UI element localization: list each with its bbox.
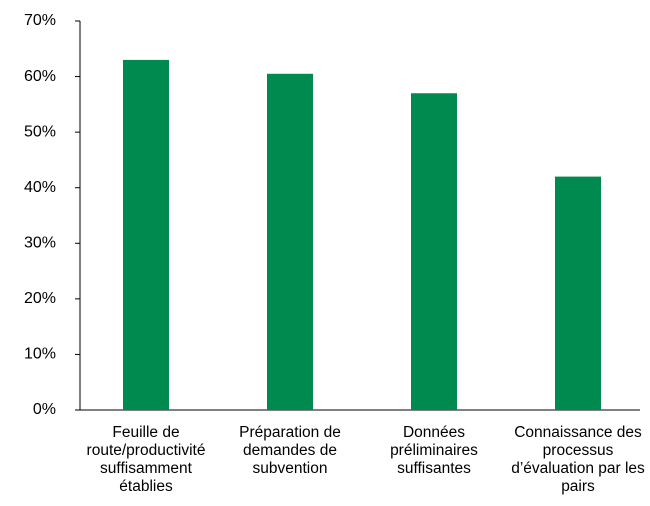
y-tick-label: 30% bbox=[24, 235, 56, 252]
x-tick-label: Connaissance des processus d’évaluation … bbox=[511, 424, 645, 495]
y-tick-label: 60% bbox=[24, 68, 56, 85]
bar bbox=[123, 59, 169, 411]
x-label-box: Connaissance des processus d’évaluation … bbox=[511, 424, 645, 495]
bar bbox=[555, 176, 601, 410]
x-label-box: Préparation de demandes de subvention bbox=[239, 424, 341, 477]
y-tick-label: 10% bbox=[24, 346, 56, 363]
x-label-box: Feuille de route/productivité suffisamme… bbox=[86, 424, 206, 495]
bar bbox=[267, 73, 313, 411]
bar bbox=[411, 93, 457, 410]
x-tick-label: Données préliminaires suffisantes bbox=[390, 424, 478, 477]
y-tick-label: 20% bbox=[24, 290, 56, 307]
y-tick-label: 70% bbox=[24, 12, 56, 29]
y-tick-label: 50% bbox=[24, 123, 56, 140]
x-label-box: Données préliminaires suffisantes bbox=[390, 424, 478, 477]
x-tick-label: Feuille de route/productivité suffisamme… bbox=[86, 424, 206, 495]
y-tick-label: 0% bbox=[33, 401, 56, 418]
y-tick-label: 40% bbox=[24, 179, 56, 196]
x-tick-label: Préparation de demandes de subvention bbox=[239, 424, 341, 477]
